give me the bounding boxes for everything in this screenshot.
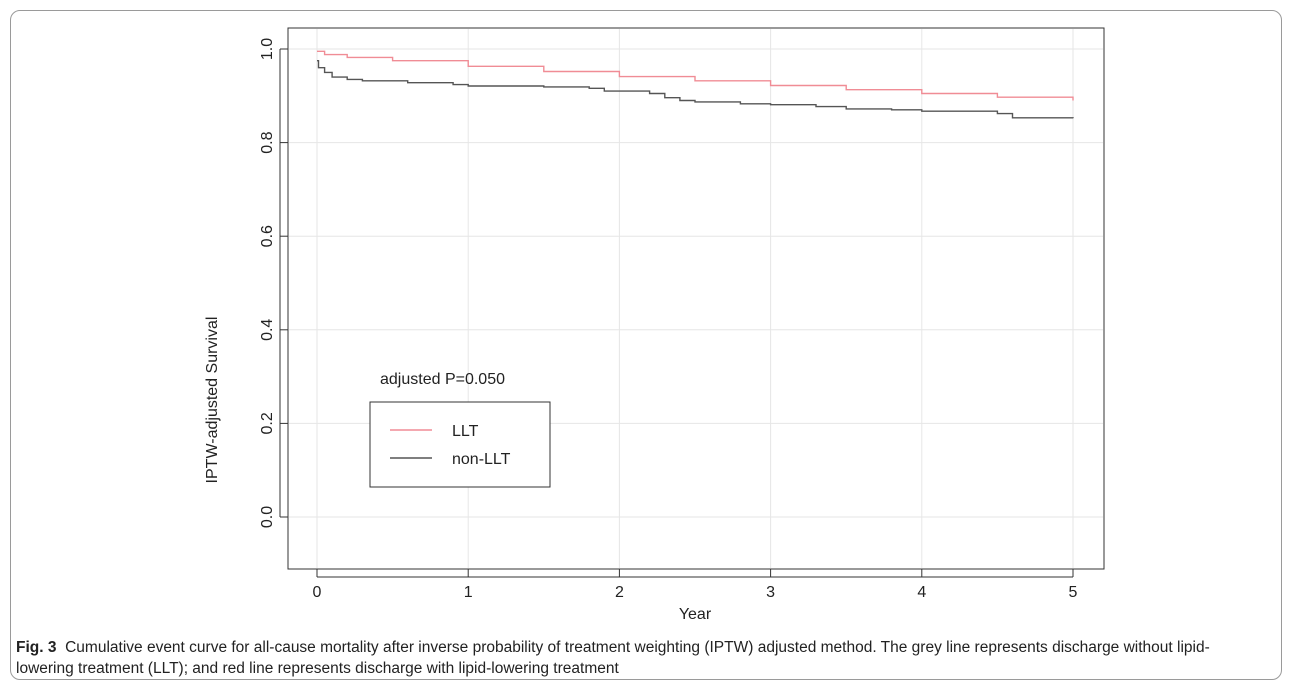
figure-frame (10, 10, 1282, 680)
legend-label-llt: LLT (452, 423, 479, 440)
y-tick-label: 1.0 (259, 38, 276, 60)
y-tick-label: 0.2 (259, 412, 276, 434)
figure-caption: Fig. 3 Cumulative event curve for all-ca… (16, 637, 1266, 679)
p-value-annotation: adjusted P=0.050 (380, 371, 505, 388)
y-tick-label: 0.4 (259, 319, 276, 341)
y-axis-label: IPTW-adjusted Survival (204, 317, 221, 484)
x-tick-label: 5 (1069, 584, 1078, 601)
series-lines (317, 50, 1074, 119)
x-tick-label: 3 (766, 584, 775, 601)
legend-label-non-llt: non-LLT (452, 451, 511, 468)
y-tick-label: 0.8 (259, 131, 276, 153)
y-tick-label: 0.0 (259, 506, 276, 528)
legend: LLT non-LLT (369, 401, 551, 488)
x-tick-label: 1 (464, 584, 473, 601)
grid-lines (289, 29, 1103, 568)
y-tick-label: 0.6 (259, 225, 276, 247)
x-tick-label: 2 (615, 584, 624, 601)
x-tick-label: 0 (313, 584, 322, 601)
axes: 0 1 2 3 4 5 0.0 0.2 0.4 0.6 0.8 1.0 (259, 38, 1078, 601)
series-line-non-llt (317, 60, 1074, 119)
x-axis-label: Year (679, 606, 712, 623)
plot-frame (287, 27, 1105, 570)
figure-caption-text: Cumulative event curve for all-cause mor… (16, 639, 1210, 677)
figure-label: Fig. 3 (16, 639, 57, 656)
x-tick-label: 4 (917, 584, 926, 601)
legend-box (369, 401, 551, 488)
series-line-llt (317, 50, 1074, 101)
